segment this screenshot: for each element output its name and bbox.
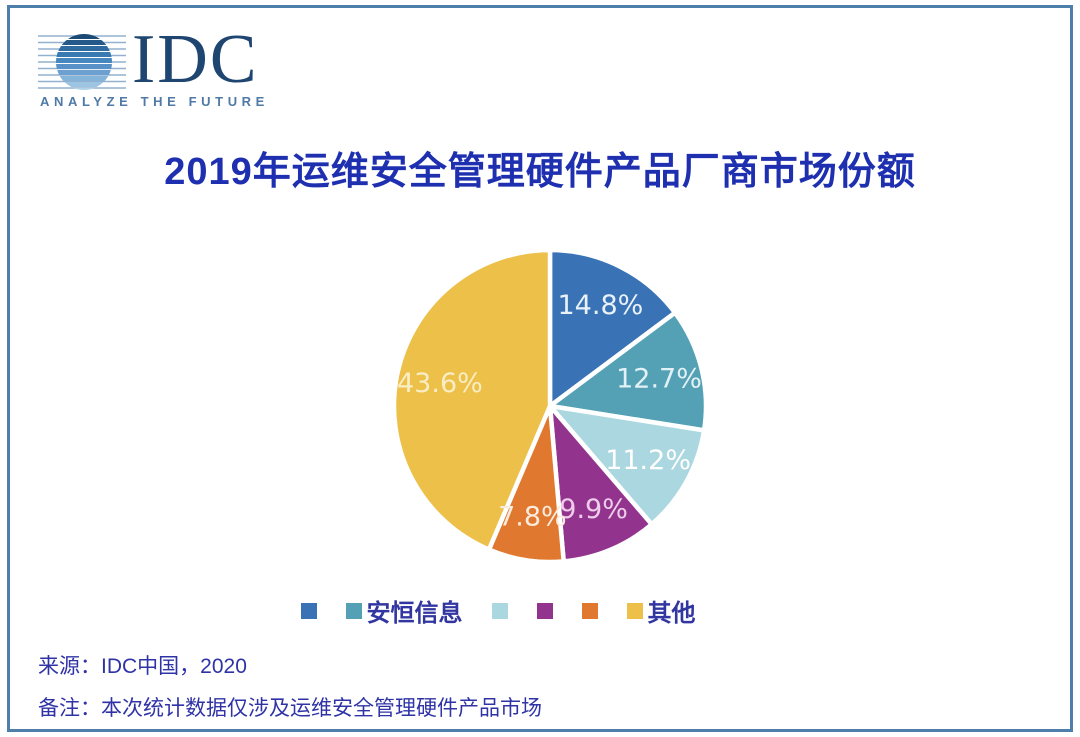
- legend-item-0: [300, 602, 317, 619]
- legend: 安恒信息 其他: [0, 593, 1028, 628]
- pie-slice-1: [547, 310, 709, 433]
- pie-chart: 14.8% 12.7% 11.2% 9.9%7.8% 43.6%: [391, 247, 709, 565]
- legend-marker-3: [536, 602, 553, 619]
- footer-source: 来源：IDC中国，2020: [38, 655, 247, 678]
- idc-globe-icon: [38, 34, 126, 90]
- legend-marker-1: [345, 602, 362, 619]
- logo-tagline: ANALYZE THE FUTURE: [40, 94, 269, 109]
- legend-marker-4: [581, 602, 598, 619]
- pie-slice-0: [547, 247, 678, 409]
- footer-note: 备注：本次统计数据仅涉及运维安全管理硬件产品市场: [38, 697, 542, 720]
- legend-label-1: 安恒信息: [366, 600, 463, 627]
- page-title: 2019年运维安全管理硬件产品厂商市场份额: [164, 151, 916, 193]
- pie-slice-3: [547, 403, 654, 564]
- chart-card: IDC ANALYZE THE FUTURE 2019年运维安全管理硬件产品厂商…: [7, 5, 1073, 732]
- pie-slice-5: [391, 247, 553, 552]
- legend-item-1: 安恒信息: [345, 593, 463, 628]
- legend-label-5: 其他: [647, 600, 696, 627]
- pie-slice-label-3: 9.9%: [559, 494, 628, 525]
- legend-item-3: [536, 602, 553, 619]
- pie-slice-label-5: 43.6%: [397, 368, 483, 399]
- legend-item-4: [581, 602, 598, 619]
- legend-item-5: 其他: [626, 593, 696, 628]
- pie-slice-label-0: 14.8%: [558, 290, 644, 321]
- legend-marker-2: [491, 602, 508, 619]
- pie-slice-label-2: 11.2%: [605, 445, 691, 476]
- legend-marker-5: [626, 602, 643, 619]
- pie-slice-label-4: 7.8%: [498, 501, 567, 532]
- legend-item-2: [491, 602, 508, 619]
- pie-slice-2: [547, 403, 707, 527]
- legend-marker-0: [300, 602, 317, 619]
- idc-logo: IDC: [36, 21, 259, 98]
- pie-slice-label-1: 12.7%: [616, 364, 702, 395]
- brand-text: IDC: [132, 21, 259, 98]
